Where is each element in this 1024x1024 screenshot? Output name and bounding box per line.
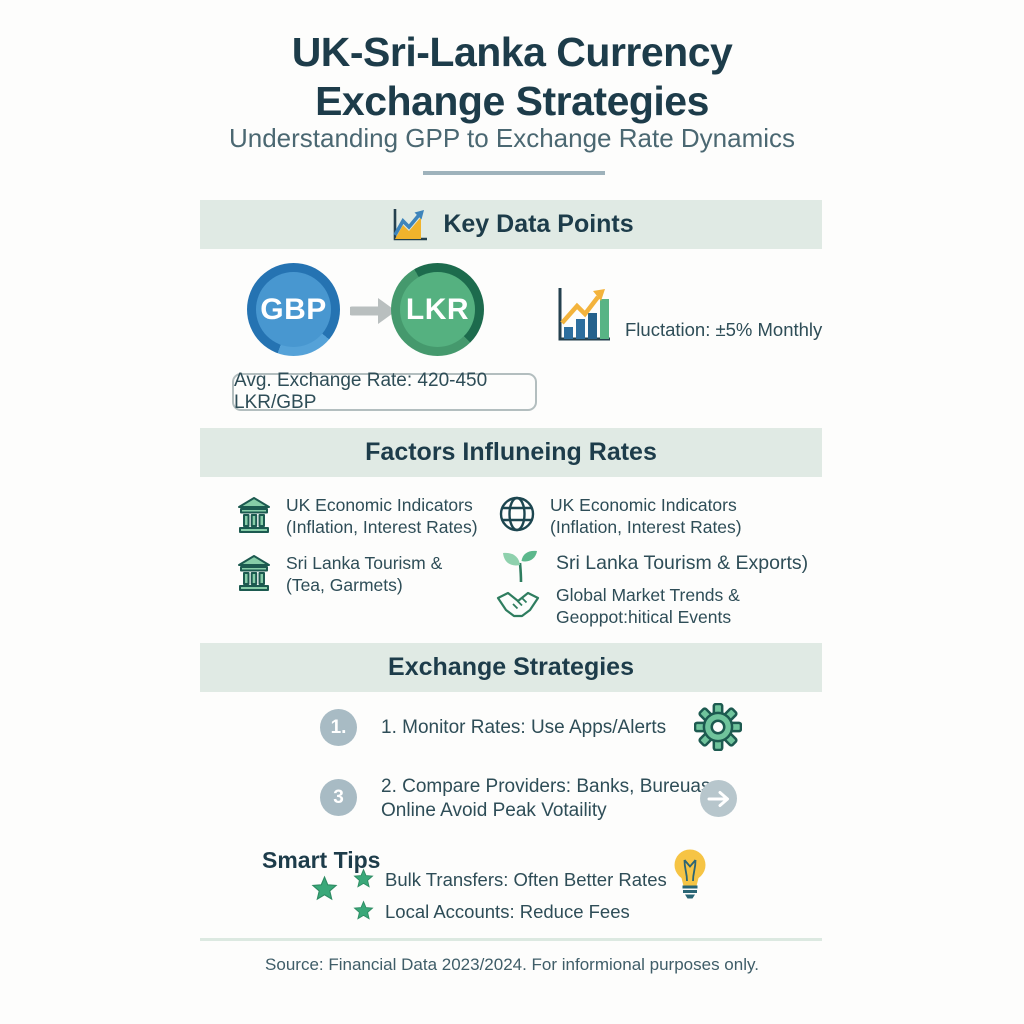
star-icon	[311, 875, 338, 907]
factor-line2: (Inflation, Interest Rates)	[286, 516, 478, 537]
factor-line1: Global Market Trends &	[556, 585, 740, 605]
tip-text: Bulk Transfers: Often Better Rates	[385, 869, 667, 890]
bank-icon	[236, 495, 272, 540]
lightbulb-icon	[669, 847, 711, 906]
section-title-key-data: Key Data Points	[443, 210, 634, 238]
lkr-coin: LKR	[391, 263, 484, 356]
fluctuation-label: Fluctation: ±5% Monthly	[625, 319, 823, 340]
arrow-circle-icon	[700, 780, 737, 817]
globe-icon	[498, 495, 536, 538]
gbp-label: GBP	[256, 272, 331, 347]
star-icon	[353, 900, 374, 926]
bar-chart-growth-icon	[551, 282, 613, 351]
lkr-label: LKR	[400, 272, 475, 347]
page-subtitle: Understanding GPP to Exchange Rate Dynam…	[228, 123, 796, 153]
page-title-line1: UK-Sri-Lanka Currency	[291, 29, 733, 75]
smart-tips-heading: Smart Tips	[262, 847, 381, 873]
factor-text: UK Economic Indicators (Inflation, Inter…	[286, 495, 478, 538]
factor-line2: Geoppot:hitical Events	[556, 606, 732, 627]
factor-text: Global Market Trends & Geoppot:hitical E…	[556, 585, 740, 628]
factor-line1: UK Economic Indicators	[286, 495, 473, 515]
handshake-icon	[494, 589, 542, 630]
gbp-coin: GBP	[247, 263, 340, 356]
badge-label: 3	[333, 786, 344, 808]
avg-rate-box: Avg. Exchange Rate: 420-450 LKR/GBP	[232, 370, 537, 413]
factor-line2: (Inflation, Interest Rates)	[550, 516, 742, 537]
factor-text: UK Economic Indicators (Inflation, Inter…	[550, 495, 742, 538]
page-title-line2: Exchange Strategies	[315, 78, 709, 124]
source-note: Source: Financial Data 2023/2024. For in…	[265, 955, 759, 974]
strategy-number-badge: 1.	[320, 709, 357, 746]
factor-item: Sri Lanka Tourism & (Tea, Garmets)	[236, 553, 442, 598]
tip-text: Local Accounts: Reduce Fees	[385, 901, 630, 922]
factor-line1: Sri Lanka Tourism & Exports)	[556, 552, 809, 574]
section-header-key-data: Key Data Points	[200, 200, 822, 249]
factor-item: Sri Lanka Tourism & Exports)	[500, 548, 808, 589]
strategy-text: 1. Monitor Rates: Use Apps/Alerts	[381, 716, 666, 740]
factor-item: UK Economic Indicators (Inflation, Inter…	[236, 495, 478, 540]
bottom-divider	[200, 938, 822, 941]
seedling-icon	[500, 548, 542, 589]
strategy-line1: 2. Compare Providers: Banks, Bureuas,	[381, 776, 716, 797]
factor-line1: UK Economic Indicators	[550, 495, 737, 515]
strategy-line2: Online Avoid Peak Votaility	[381, 799, 607, 821]
strategy-number-badge: 3	[320, 779, 357, 816]
section-header-strategies: Exchange Strategies	[200, 643, 822, 692]
factor-line2: (Tea, Garmets)	[286, 574, 403, 595]
section-header-factors: Factors Influneing Rates	[200, 428, 822, 477]
bank-icon	[236, 553, 272, 598]
star-icon	[353, 868, 374, 894]
gear-icon	[693, 702, 743, 756]
factor-text: Sri Lanka Tourism & Exports)	[556, 552, 808, 575]
factor-line1: Sri Lanka Tourism &	[286, 553, 443, 573]
factor-text: Sri Lanka Tourism & (Tea, Garmets)	[286, 553, 442, 596]
page-title: UK-Sri-Lanka Currency Exchange Strategie…	[0, 28, 1024, 126]
title-divider	[423, 171, 605, 175]
line-chart-icon	[388, 206, 430, 244]
section-title-strategies: Exchange Strategies	[388, 653, 634, 681]
section-title-factors: Factors Influneing Rates	[365, 438, 657, 466]
strategy-line1: 1. Monitor Rates: Use Apps/Alerts	[381, 717, 667, 738]
strategy-text: 2. Compare Providers: Banks, Bureuas, On…	[381, 775, 716, 822]
factor-item: UK Economic Indicators (Inflation, Inter…	[498, 495, 742, 538]
right-arrow-icon	[347, 295, 398, 332]
factor-item: Global Market Trends & Geoppot:hitical E…	[494, 585, 740, 630]
badge-label: 1.	[330, 716, 347, 738]
